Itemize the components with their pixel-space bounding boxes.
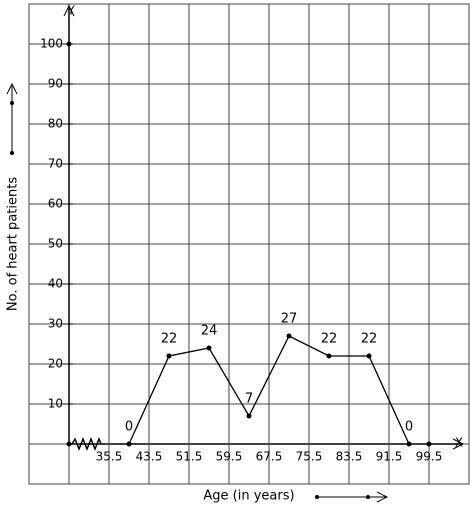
data-point [286, 333, 292, 339]
data-label: 24 [201, 324, 218, 339]
y-tick-label: 100 [40, 37, 63, 51]
y-tick-label: 90 [48, 77, 63, 91]
decor-arrow [6, 82, 18, 95]
data-point [206, 345, 212, 351]
y-tick-label: 40 [48, 277, 63, 291]
x-axis-name: X [455, 436, 463, 450]
decor-arrow [376, 491, 389, 503]
y-axis-arrow [63, 4, 75, 17]
data-label: 22 [161, 332, 178, 347]
decor-dot [10, 101, 14, 105]
data-point [366, 353, 372, 359]
x-tick-label: 99.5 [416, 450, 443, 464]
data-label: 22 [361, 332, 378, 347]
y-axis-label: No. of heart patients [6, 177, 21, 311]
x-tick-label: 51.5 [176, 450, 203, 464]
data-point [166, 353, 172, 359]
data-point [126, 441, 132, 447]
data-label: 0 [405, 420, 413, 435]
y-tick-label: 20 [48, 357, 63, 371]
y-tick-label: 10 [48, 397, 63, 411]
x-axis-label: Age (in years) [203, 489, 294, 504]
x-tick-label: 35.5 [96, 450, 123, 464]
x-axis-arrow [452, 438, 465, 450]
data-line [128, 335, 410, 445]
data-label: 27 [281, 312, 298, 327]
x-tick-label: 67.5 [256, 450, 283, 464]
axis-break [71, 436, 102, 452]
x-tick-label: 83.5 [336, 450, 363, 464]
data-point [406, 441, 412, 447]
origin-dot [66, 441, 72, 447]
decor-dot [366, 495, 370, 499]
decor-dot [10, 151, 14, 155]
y-tick-label: 60 [48, 197, 63, 211]
y-tick-label: 80 [48, 117, 63, 131]
data-label: 7 [245, 392, 253, 407]
decor-arrows [6, 82, 389, 503]
x-tick-label: 59.5 [216, 450, 243, 464]
decor-dot [315, 495, 319, 499]
y-tick-label: 30 [48, 317, 63, 331]
data-point [326, 353, 332, 359]
x-tick-label: 43.5 [136, 450, 163, 464]
data-point [246, 413, 252, 419]
data-label: 0 [125, 420, 133, 435]
y-tick-label: 70 [48, 157, 63, 171]
data-label: 22 [321, 332, 338, 347]
x-tick-label: 91.5 [376, 450, 403, 464]
y-tick-label: 50 [48, 237, 63, 251]
x-tick-dot [426, 441, 432, 447]
y-axis-name: Y [66, 4, 75, 18]
x-tick-label: 75.5 [296, 450, 323, 464]
